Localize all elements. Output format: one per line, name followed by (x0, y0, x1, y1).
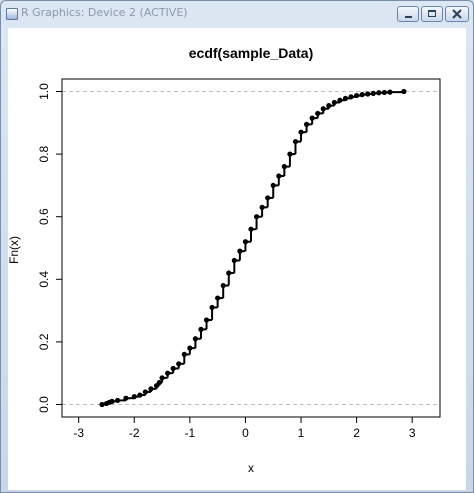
data-point (292, 138, 299, 145)
data-point (165, 370, 171, 376)
data-point (215, 295, 221, 301)
data-point (401, 88, 407, 95)
data-point (114, 397, 121, 404)
data-point (342, 95, 349, 102)
maximize-button[interactable] (421, 6, 443, 22)
data-points (99, 88, 407, 408)
data-point (137, 392, 143, 398)
data-point (159, 375, 165, 381)
close-icon (452, 9, 462, 19)
data-point (192, 336, 199, 342)
data-point (181, 351, 187, 358)
data-point (315, 110, 321, 117)
y-axis-label: Fn(x) (8, 236, 21, 264)
minimize-icon (405, 16, 412, 18)
window-title: R Graphics: Device 2 (ACTIVE) (21, 6, 188, 19)
x-tick-label: -2 (129, 426, 140, 440)
data-point (231, 257, 237, 264)
data-point (298, 129, 304, 135)
x-tick-label: 2 (353, 426, 360, 440)
data-point (131, 394, 137, 400)
data-point (99, 401, 105, 408)
data-point (237, 248, 243, 254)
data-point (381, 89, 388, 96)
data-point (265, 195, 271, 201)
x-tick-label: 3 (409, 426, 416, 440)
y-tick-label: 1.0 (37, 83, 51, 100)
data-point (320, 106, 326, 112)
data-point (270, 182, 276, 189)
data-point (148, 386, 154, 392)
data-point (309, 115, 315, 121)
reference-lines (62, 91, 440, 405)
close-button[interactable] (445, 6, 469, 22)
window-titlebar[interactable]: R Graphics: Device 2 (ACTIVE) (1, 1, 473, 27)
x-tick-label: -1 (185, 426, 196, 440)
data-point (337, 97, 343, 103)
data-point (248, 226, 254, 232)
r-graphics-app-icon[interactable] (6, 8, 18, 20)
data-point (354, 92, 360, 99)
data-point (359, 92, 365, 98)
ecdf-plot: ecdf(sample_Data) x Fn(x) -3 -2 -1 0 1 2 3 0.0… (8, 45, 441, 475)
y-tick-label: 0.4 (37, 271, 51, 288)
data-point (387, 89, 393, 95)
data-point (303, 121, 310, 127)
maximize-icon (428, 10, 436, 17)
y-tick-label: 0.2 (37, 333, 51, 350)
y-tick-label: 0.0 (37, 396, 51, 413)
data-point (376, 90, 382, 96)
data-point (287, 151, 293, 157)
minimize-button[interactable] (397, 6, 419, 22)
x-tick-label: 1 (298, 426, 305, 440)
data-point (281, 164, 287, 170)
chart-title: ecdf(sample_Data) (189, 45, 314, 61)
x-axis: -3 -2 -1 0 1 2 3 (73, 417, 416, 440)
data-point (242, 239, 249, 245)
data-point (259, 204, 265, 210)
plot-frame (61, 78, 441, 418)
y-tick-label: 0.6 (37, 208, 51, 225)
y-tick-label: 0.8 (37, 145, 51, 162)
data-point (326, 103, 332, 109)
x-tick-label: -3 (73, 426, 84, 440)
data-point (198, 326, 204, 332)
data-point (109, 398, 115, 404)
data-point (226, 270, 232, 276)
data-point (187, 345, 193, 351)
data-point (331, 99, 337, 106)
data-point (170, 365, 176, 372)
data-point (276, 173, 282, 179)
x-tick-label: 0 (242, 426, 249, 440)
data-point (142, 389, 148, 395)
data-point (203, 317, 210, 323)
data-point (123, 395, 129, 401)
plot-device-area: ecdf(sample_Data) x Fn(x) -3 -2 -1 0 1 2 3 0.0… (8, 28, 466, 490)
y-axis: 0.0 0.2 0.4 0.6 0.8 1.0 (37, 83, 62, 413)
data-point (176, 361, 182, 367)
data-point (370, 90, 376, 96)
data-point (365, 91, 371, 97)
data-point (209, 304, 215, 311)
x-axis-label: x (248, 461, 254, 475)
data-point (156, 379, 162, 386)
data-point (348, 94, 354, 100)
data-point (253, 214, 260, 220)
data-point (220, 282, 226, 289)
